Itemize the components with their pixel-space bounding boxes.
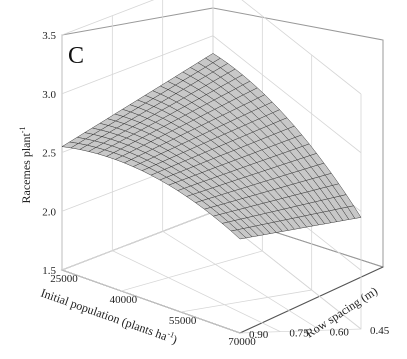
x-axis-label-close: )	[171, 332, 179, 347]
y-axis-line	[239, 266, 384, 334]
surface-cell-19-0	[230, 229, 247, 240]
x-tick-label: 40000	[110, 294, 138, 306]
z-axis-label: Racemes plant-1	[18, 127, 33, 204]
y-tick-label: 0.90	[249, 329, 269, 341]
panel-label: C	[68, 43, 84, 69]
response-surface	[61, 53, 362, 240]
gridline-z-4	[61, 0, 362, 95]
x-tick-label: 25000	[50, 273, 78, 285]
x-axis-label-text: Initial population (plants ha	[39, 286, 170, 344]
z-axis-label-text: Racemes plant	[19, 133, 33, 204]
z-tick-label: 3.5	[42, 30, 56, 42]
y-tick-label: 0.75	[289, 328, 309, 340]
z-tick-label: 1.5	[42, 265, 56, 277]
x-axis-label-sup: -1	[166, 329, 175, 340]
x-tick-label: 55000	[169, 315, 197, 327]
z-tick-label: 2.5	[42, 148, 56, 160]
tick-labels: 1.5 2.0 2.5 3.0 3.5 25000 40000 55000 70000 0.45 0…	[42, 30, 390, 348]
z-axis-label-sup: -1	[18, 127, 27, 134]
x-tick-label: 70000	[228, 336, 256, 348]
y-tick-label: 0.60	[330, 326, 350, 338]
y-tick-label: 0.45	[370, 325, 390, 337]
z-tick-label: 3.0	[42, 89, 56, 101]
gridline-z-3	[61, 35, 362, 154]
z-tick-label: 2.0	[42, 206, 56, 218]
